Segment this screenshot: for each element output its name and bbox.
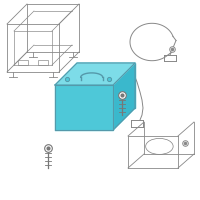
Polygon shape	[55, 85, 113, 130]
Polygon shape	[113, 63, 135, 130]
Polygon shape	[55, 63, 135, 85]
Polygon shape	[77, 63, 135, 108]
